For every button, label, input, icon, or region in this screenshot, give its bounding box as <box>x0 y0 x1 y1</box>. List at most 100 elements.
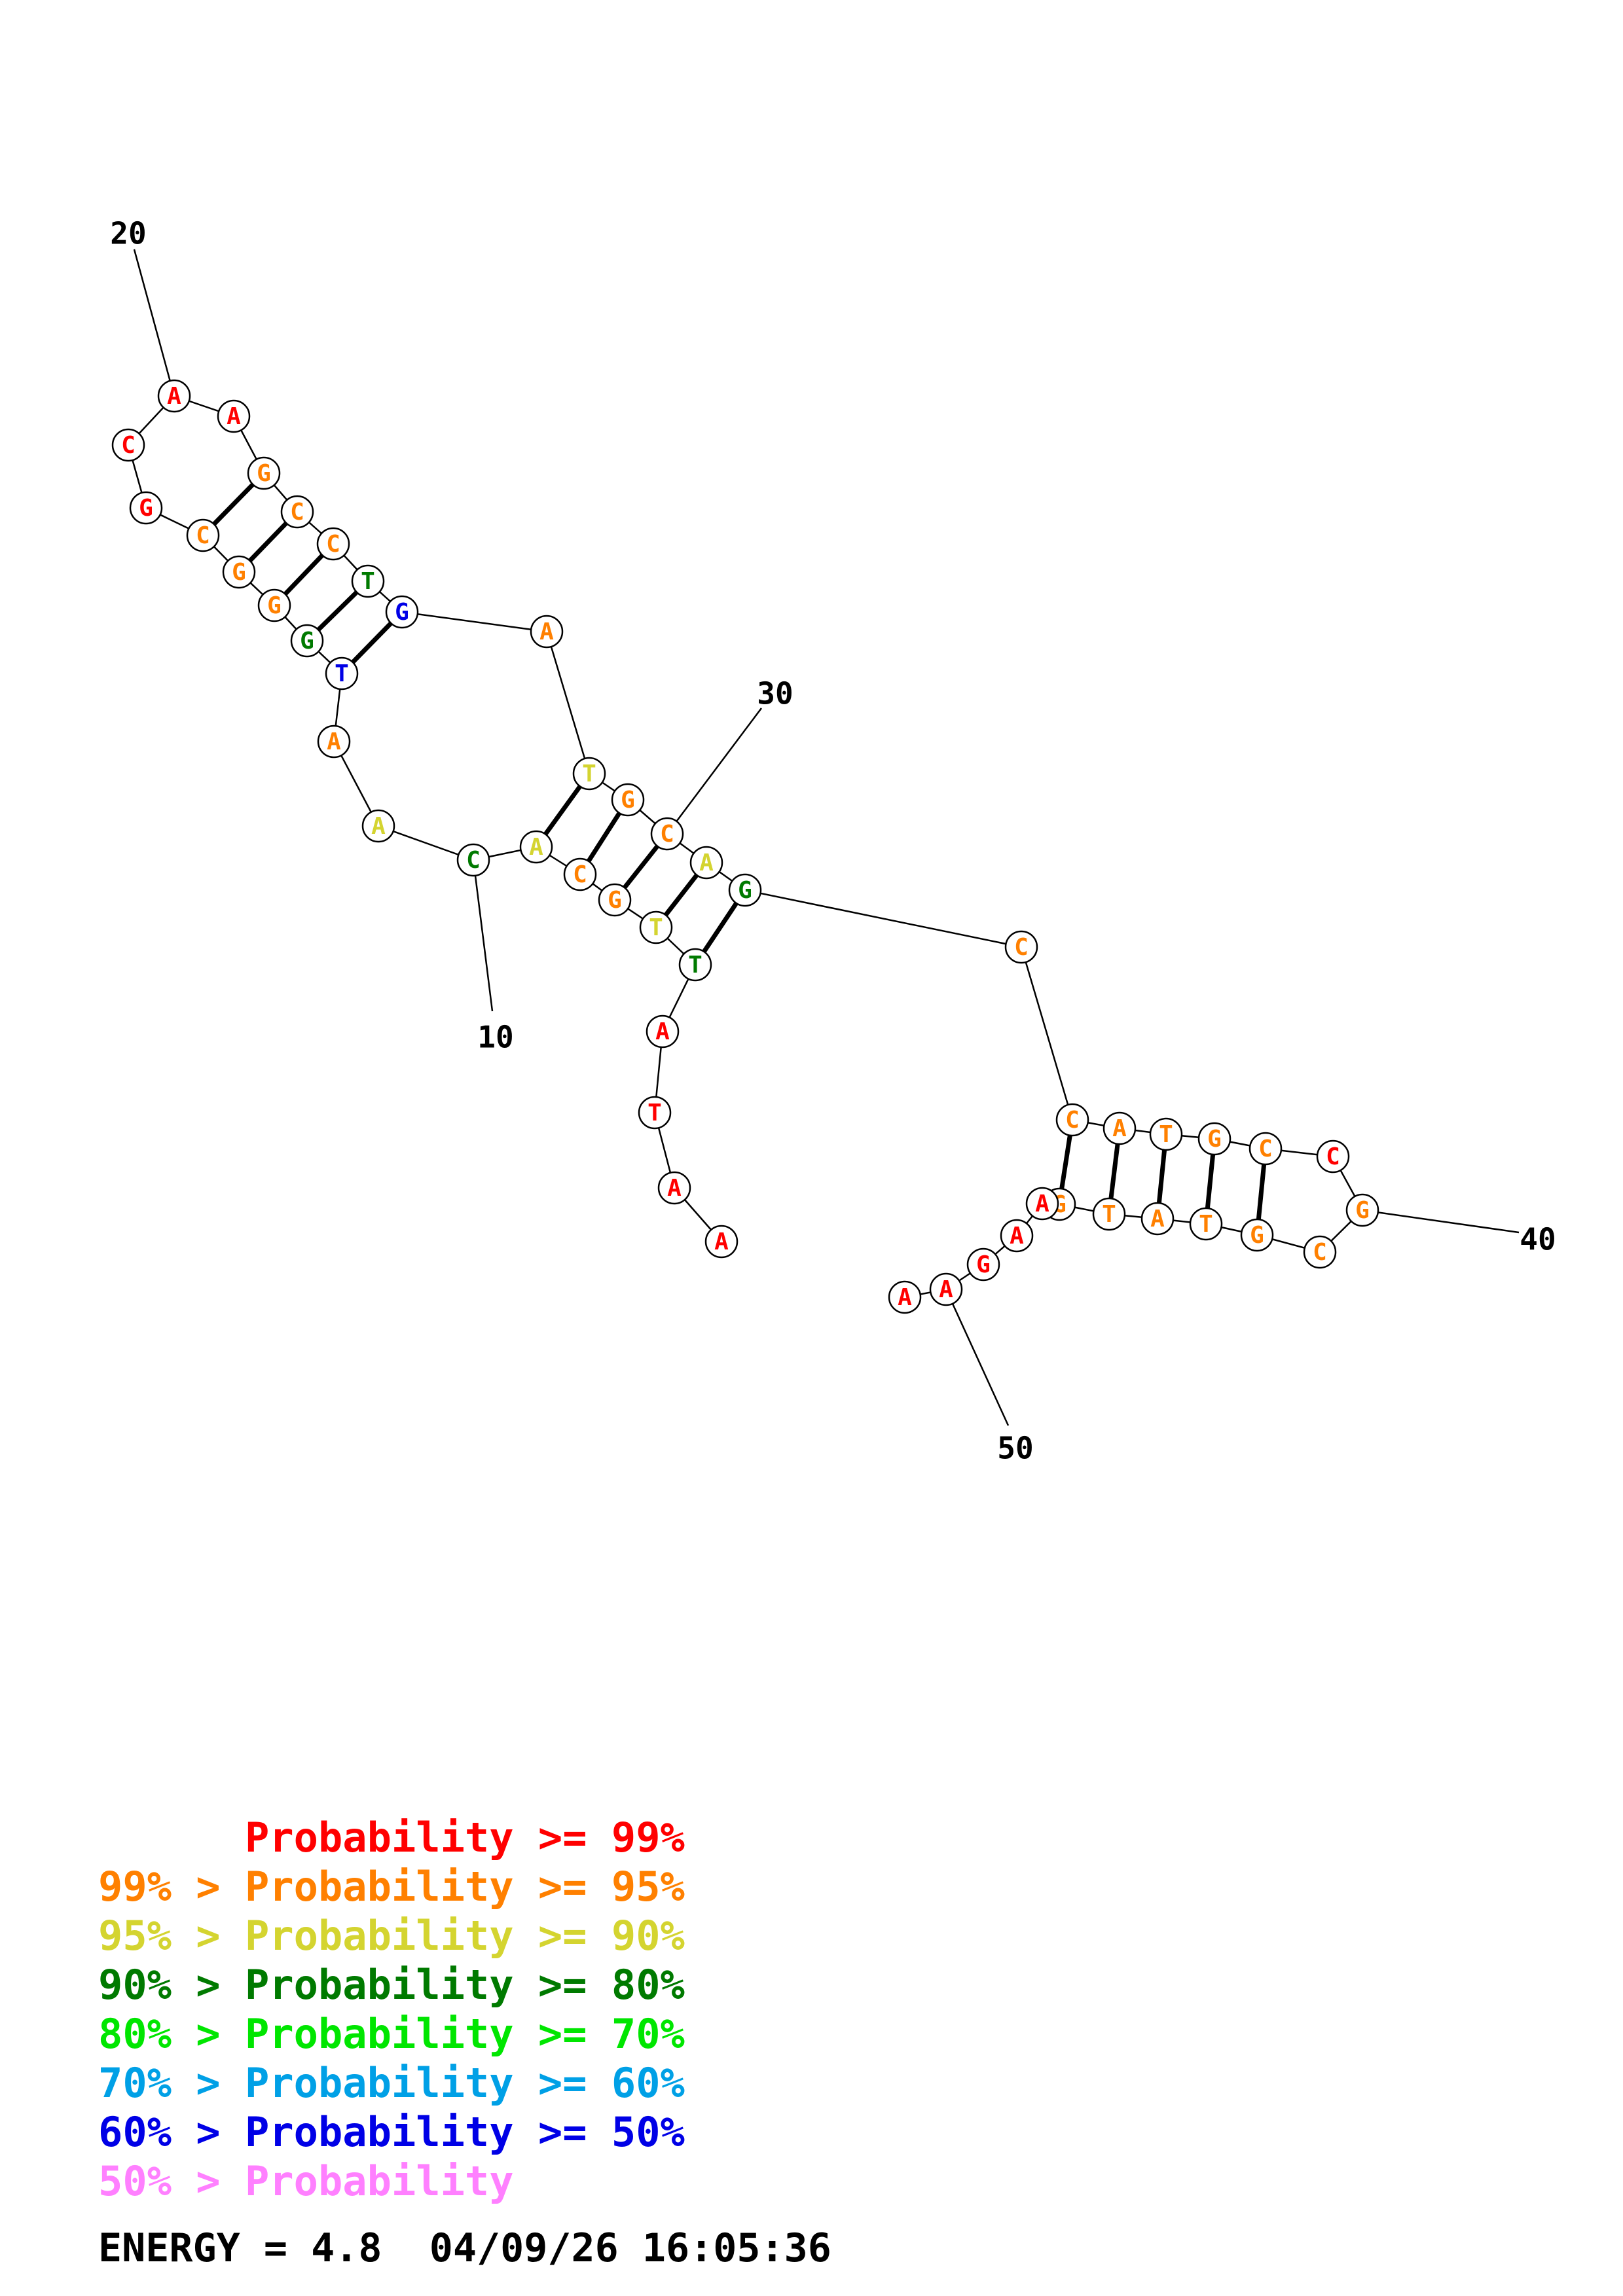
nucleotide-circle <box>157 379 191 413</box>
nucleotide-circle <box>678 948 712 982</box>
nucleotide-base: G <box>608 887 622 914</box>
nucleotide-circle <box>325 656 359 691</box>
nucleotide: C <box>186 518 220 552</box>
nucleotide-circle <box>222 555 256 589</box>
nucleotide-base: C <box>466 847 481 874</box>
nucleotide: T <box>639 910 673 944</box>
nucleotide-circle <box>247 456 281 490</box>
nucleotide-circle <box>361 809 395 843</box>
position-label: 40 <box>1520 1222 1556 1257</box>
nucleotide-circle <box>728 873 762 907</box>
nucleotide-base: A <box>699 850 714 876</box>
nucleotide: G <box>1240 1218 1274 1252</box>
nucleotide-base: A <box>167 383 181 410</box>
nucleotide-circle <box>1197 1122 1231 1156</box>
nucleotide-base: A <box>939 1276 953 1303</box>
nucleotide-circle <box>966 1247 1000 1282</box>
nucleotide-base: G <box>267 592 282 619</box>
legend-entry: 90% > Probability >= 80% <box>98 1961 685 2009</box>
backbone-lines <box>127 395 1364 1299</box>
nucleotide: A <box>519 830 553 864</box>
nucleotide-base: T <box>688 952 702 978</box>
position-tick-line <box>133 249 175 397</box>
nucleotide: G <box>257 588 291 622</box>
nucleotide-circle <box>646 1014 680 1049</box>
nucleotide-base: T <box>335 660 349 687</box>
nucleotide-circle <box>1004 930 1038 964</box>
nucleotide: T <box>572 757 606 791</box>
nucleotide: A <box>888 1280 922 1314</box>
nucleotide: T <box>678 948 712 982</box>
legend-entry: 60% > Probability >= 50% <box>98 2108 685 2156</box>
legend-entry: 99% > Probability >= 95% <box>98 1863 685 1910</box>
position-tick-line <box>472 859 494 1012</box>
nucleotide-base: A <box>327 728 341 755</box>
position-tick-line <box>945 1289 1010 1426</box>
nucleotide: T <box>325 656 359 691</box>
nucleotide: G <box>129 491 163 525</box>
nucleotide-circle <box>1149 1117 1183 1151</box>
nucleotide-base: T <box>361 568 375 595</box>
nucleotide-base: G <box>621 787 635 814</box>
nucleotide-base: A <box>1035 1191 1049 1217</box>
nucleotide: A <box>1000 1219 1034 1253</box>
nucleotide-circle <box>351 564 385 598</box>
legend-entry: Probability >= 99% <box>98 1814 685 1861</box>
nucleotide-circle <box>1189 1207 1223 1241</box>
nucleotide: A <box>217 399 251 433</box>
nucleotide: T <box>1149 1117 1183 1151</box>
nucleotide: A <box>689 846 723 880</box>
nucleotide-circle <box>290 624 324 658</box>
nucleotide-base: G <box>395 599 409 626</box>
nucleotide-circle <box>1055 1103 1089 1137</box>
nucleotide-circle <box>111 428 145 462</box>
nucleotide: G <box>611 783 645 817</box>
nucleotide: G <box>222 555 256 589</box>
nucleotide-base: A <box>1150 1206 1165 1232</box>
nucleotide-circle <box>1240 1218 1274 1252</box>
nucleotide-base: C <box>1258 1136 1273 1162</box>
nucleotide: G <box>728 873 762 907</box>
nucleotide-circle <box>598 883 632 917</box>
nucleotide: T <box>351 564 385 598</box>
nucleotide: C <box>1055 1103 1089 1137</box>
nucleotide: T <box>1189 1207 1223 1241</box>
nucleotide-base: A <box>714 1229 729 1255</box>
nucleotide: T <box>1092 1197 1126 1231</box>
nucleotide-base: G <box>300 628 314 655</box>
nucleotide-circle <box>639 910 673 944</box>
nucleotide-base: C <box>121 432 136 459</box>
nucleotide-base: C <box>196 522 210 549</box>
nucleotide-circle <box>929 1272 963 1306</box>
nucleotide-base: G <box>257 460 271 487</box>
nucleotide-circle <box>1092 1197 1126 1231</box>
nucleotide-circle <box>456 843 490 877</box>
nucleotide-base: C <box>1065 1107 1080 1134</box>
nucleotide-base: T <box>1159 1121 1173 1148</box>
nucleotide-circle <box>317 725 351 759</box>
backbone-segment <box>378 825 474 861</box>
probability-legend: Probability >= 99% 99% > Probability >= 9… <box>98 1813 685 2206</box>
legend-entry: 70% > Probability >= 60% <box>98 2059 685 2107</box>
nucleotide-circle <box>650 817 684 851</box>
legend-entry: 50% > Probability <box>98 2157 514 2205</box>
nucleotide: A <box>1140 1202 1175 1236</box>
nucleotide-circle <box>217 399 251 433</box>
backbone-segment <box>545 631 591 774</box>
nucleotide-circle <box>704 1225 739 1259</box>
nucleotide-base: T <box>582 761 596 787</box>
nucleotide-base: A <box>227 403 241 430</box>
nucleotide-circle <box>316 527 350 561</box>
nucleotide-circle <box>888 1280 922 1314</box>
nucleotide: C <box>1004 930 1038 964</box>
nucleotide-circle <box>129 491 163 525</box>
nucleotide: C <box>1249 1132 1283 1166</box>
nucleotide: A <box>646 1014 680 1049</box>
nucleotide-circle <box>657 1171 691 1205</box>
nucleotide-circle <box>280 495 314 529</box>
nucleotide: C <box>316 527 350 561</box>
nucleotide: A <box>361 809 395 843</box>
nucleotide: G <box>1197 1122 1231 1156</box>
nucleotide-circle <box>1000 1219 1034 1253</box>
nucleotide: G <box>1345 1193 1379 1227</box>
